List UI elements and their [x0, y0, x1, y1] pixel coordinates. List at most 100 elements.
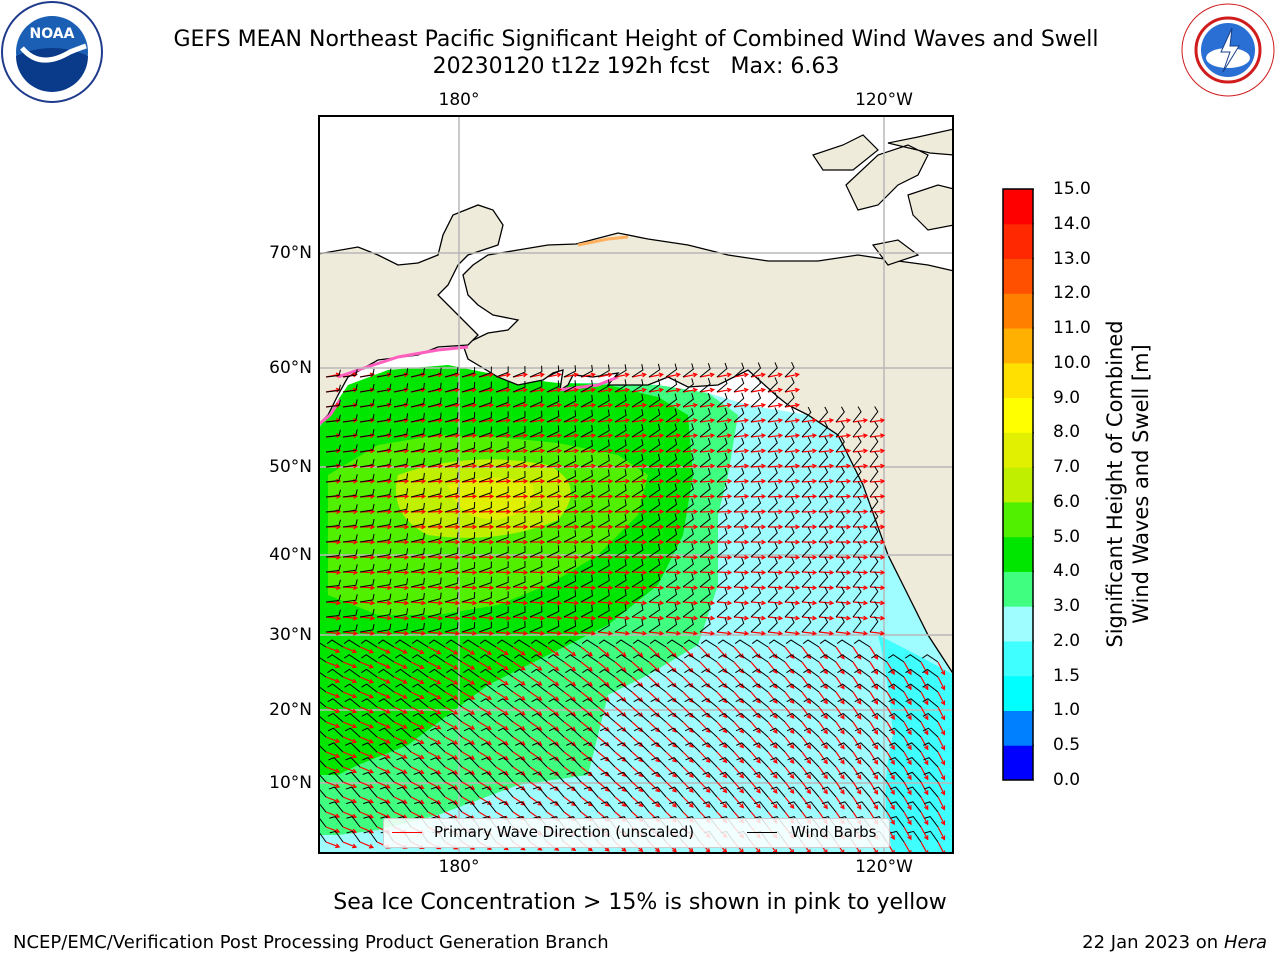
wind-barb — [750, 467, 762, 483]
wind-barb — [563, 500, 577, 513]
colorbar-tick-label: 8.0 — [1053, 422, 1081, 443]
wind-barb — [361, 668, 378, 678]
wave-direction-arrow — [835, 601, 851, 604]
wave-direction-arrowhead — [710, 615, 716, 621]
wind-barb — [767, 617, 778, 633]
wave-direction-arrow — [716, 616, 731, 619]
wave-direction-arrowhead — [506, 554, 512, 560]
wind-barb — [328, 786, 344, 798]
colorbar-segment — [1003, 293, 1033, 329]
wave-direction-arrow — [359, 676, 374, 684]
wind-barb — [318, 801, 327, 813]
wave-direction-arrow — [359, 811, 374, 819]
wave-direction-arrowhead — [727, 509, 733, 515]
wind-barb — [650, 683, 667, 693]
wind-barb — [495, 546, 509, 558]
wind-barb — [735, 712, 752, 723]
wind-barb — [446, 712, 463, 723]
wave-direction-arrowhead — [692, 372, 698, 378]
wind-barb — [699, 513, 711, 528]
wave-direction-arrowhead — [744, 600, 750, 606]
wind-barb — [512, 546, 526, 558]
wave-direction-arrow — [767, 736, 778, 749]
wind-barb — [854, 727, 871, 738]
wind-barb — [566, 771, 582, 783]
wind-barb — [852, 436, 862, 453]
wind-barb — [854, 698, 871, 708]
wind-barb — [361, 683, 378, 693]
wave-direction-arrowhead — [608, 478, 614, 484]
wave-direction-arrowhead — [846, 494, 852, 499]
wave-direction-arrowhead — [419, 664, 425, 669]
wind-barb — [801, 466, 812, 483]
colorbar-segment — [1003, 467, 1033, 503]
wave-direction-arrowhead — [795, 585, 801, 591]
wave-direction-arrow — [648, 736, 660, 747]
wave-direction-arrowhead — [604, 711, 610, 717]
wave-direction-arrow — [665, 796, 677, 808]
wave-direction-arrowhead — [419, 649, 425, 654]
wind-barb — [716, 362, 728, 378]
wind-barb — [854, 668, 871, 678]
wind-barb — [461, 501, 476, 513]
wave-direction-arrowhead — [756, 728, 761, 734]
wave-direction-arrow — [699, 721, 711, 733]
wave-direction-arrowhead — [777, 402, 784, 408]
wave-direction-arrow — [427, 796, 441, 805]
wave-direction-arrow — [512, 388, 527, 393]
wave-direction-arrowhead — [503, 665, 509, 671]
wave-direction-arrowhead — [625, 554, 631, 560]
wave-direction-arrowhead — [789, 729, 795, 735]
wave-direction-arrow — [750, 676, 761, 689]
wave-direction-arrow — [359, 586, 375, 589]
wave-direction-arrowhead — [806, 744, 812, 750]
wind-barb — [495, 516, 509, 528]
wave-direction-arrowhead — [744, 554, 750, 560]
wind-barb — [431, 801, 446, 813]
wave-direction-arrow — [614, 676, 627, 687]
wave-direction-arrow — [733, 388, 748, 393]
noaa-logo: NOAA — [1, 1, 103, 103]
wave-direction-arrowhead — [438, 570, 444, 575]
wind-barb — [905, 698, 922, 708]
wind-barb — [413, 757, 429, 768]
wind-barb — [345, 771, 361, 783]
wave-direction-arrowhead — [587, 651, 593, 657]
wave-direction-arrow — [852, 661, 862, 675]
wave-direction-arrow — [699, 751, 711, 763]
wave-direction-arrow — [342, 766, 357, 773]
wave-direction-arrowhead — [438, 448, 444, 454]
wave-direction-arrowhead — [940, 745, 946, 751]
wind-barb — [444, 382, 459, 393]
wave-direction-arrow — [495, 676, 509, 685]
wave-direction-arrowhead — [351, 678, 358, 684]
wave-direction-arrow — [597, 419, 612, 423]
wave-direction-arrowhead — [789, 804, 795, 810]
wave-direction-arrow — [325, 661, 340, 668]
wave-direction-arrowhead — [506, 524, 512, 530]
wind-barb — [685, 757, 701, 768]
wave-direction-arrowhead — [402, 769, 408, 774]
wave-direction-arrowhead — [573, 402, 580, 408]
wind-barb — [648, 423, 661, 438]
wave-direction-arrow — [325, 676, 340, 683]
wave-direction-arrowhead — [353, 463, 359, 469]
wind-barb — [444, 442, 459, 453]
wind-barb — [907, 816, 922, 828]
wave-direction-arrow — [852, 751, 862, 765]
wind-barb — [327, 698, 344, 708]
wave-direction-arrow — [410, 691, 424, 699]
wind-barb — [852, 571, 862, 588]
wave-direction-arrow — [427, 646, 441, 655]
wave-direction-arrow — [393, 691, 407, 699]
wave-direction-arrowhead — [540, 509, 546, 515]
wind-barb — [318, 743, 327, 753]
wave-direction-arrow — [546, 646, 559, 656]
wave-direction-arrowhead — [739, 758, 745, 764]
wave-direction-arrowhead — [522, 372, 528, 378]
wind-barb — [478, 576, 492, 588]
wave-direction-arrow — [750, 796, 761, 809]
wave-direction-arrow — [529, 676, 542, 686]
wind-barb — [785, 639, 803, 648]
wave-direction-arrow — [818, 661, 828, 674]
